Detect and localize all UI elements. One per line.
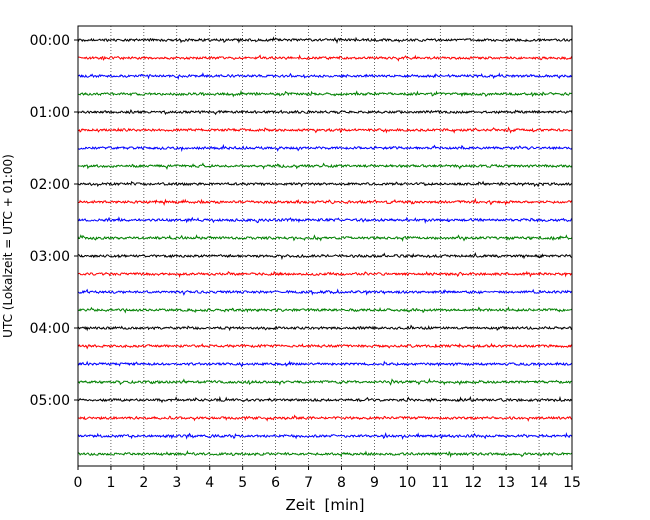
x-tick-label: 3 (172, 475, 181, 491)
trace-line (77, 414, 573, 422)
y-tick-label: 02:00 (30, 177, 70, 193)
x-axis-title: Zeit [min] (285, 496, 364, 514)
trace-line (77, 270, 573, 278)
y-tick-label: 05:00 (30, 393, 70, 409)
trace-line (77, 449, 573, 459)
x-tick-label: 13 (497, 475, 515, 491)
plot-background (78, 26, 572, 466)
x-tick-label: 9 (370, 475, 379, 491)
y-tick-label: 01:00 (30, 105, 70, 121)
trace-line (77, 162, 573, 171)
trace-line (77, 395, 573, 404)
trace-line (77, 324, 573, 332)
x-tick-label: 14 (530, 475, 548, 491)
trace-line (77, 377, 573, 386)
trace-line (77, 108, 573, 116)
y-axis: 00:00 01:00 02:00 03:00 04:00 05:00 (30, 33, 78, 409)
grid-layer (110, 26, 540, 466)
trace-line (77, 432, 573, 441)
y-tick-label: 00:00 (30, 33, 70, 49)
trace-line (77, 342, 573, 350)
x-tick-label: 11 (431, 475, 449, 491)
trace-line (77, 252, 573, 261)
trace-line (77, 216, 573, 225)
trace-line (77, 180, 573, 188)
trace-line (77, 126, 573, 134)
trace-line (77, 72, 573, 81)
x-tick-label: 12 (464, 475, 482, 491)
x-tick-label: 2 (139, 475, 148, 491)
x-tick-label: 15 (563, 475, 581, 491)
trace-line (77, 360, 573, 368)
x-tick-label: 7 (304, 475, 313, 491)
trace-line (77, 89, 573, 98)
x-tick-label: 0 (74, 475, 83, 491)
trace-line (77, 234, 573, 242)
trace-layer (77, 36, 573, 459)
x-tick-label: 1 (106, 475, 115, 491)
y-tick-label: 03:00 (30, 249, 70, 265)
y-axis-title: UTC (Lokalzeit = UTC + 01:00) (1, 154, 15, 338)
x-tick-label: 4 (205, 475, 214, 491)
y-tick-label: 04:00 (30, 321, 70, 337)
trace-line (77, 306, 573, 314)
trace-line (77, 36, 573, 44)
trace-line (77, 288, 573, 296)
trace-line (77, 143, 573, 153)
plot-frame (77, 25, 573, 467)
x-axis: 0 1 2 3 4 5 6 7 8 9 10 11 12 13 14 15 (74, 466, 581, 491)
x-tick-label: 8 (337, 475, 346, 491)
trace-line (77, 54, 573, 62)
x-tick-label: 10 (398, 475, 416, 491)
x-tick-label: 5 (238, 475, 247, 491)
x-tick-label: 6 (271, 475, 280, 491)
trace-line (77, 197, 573, 207)
